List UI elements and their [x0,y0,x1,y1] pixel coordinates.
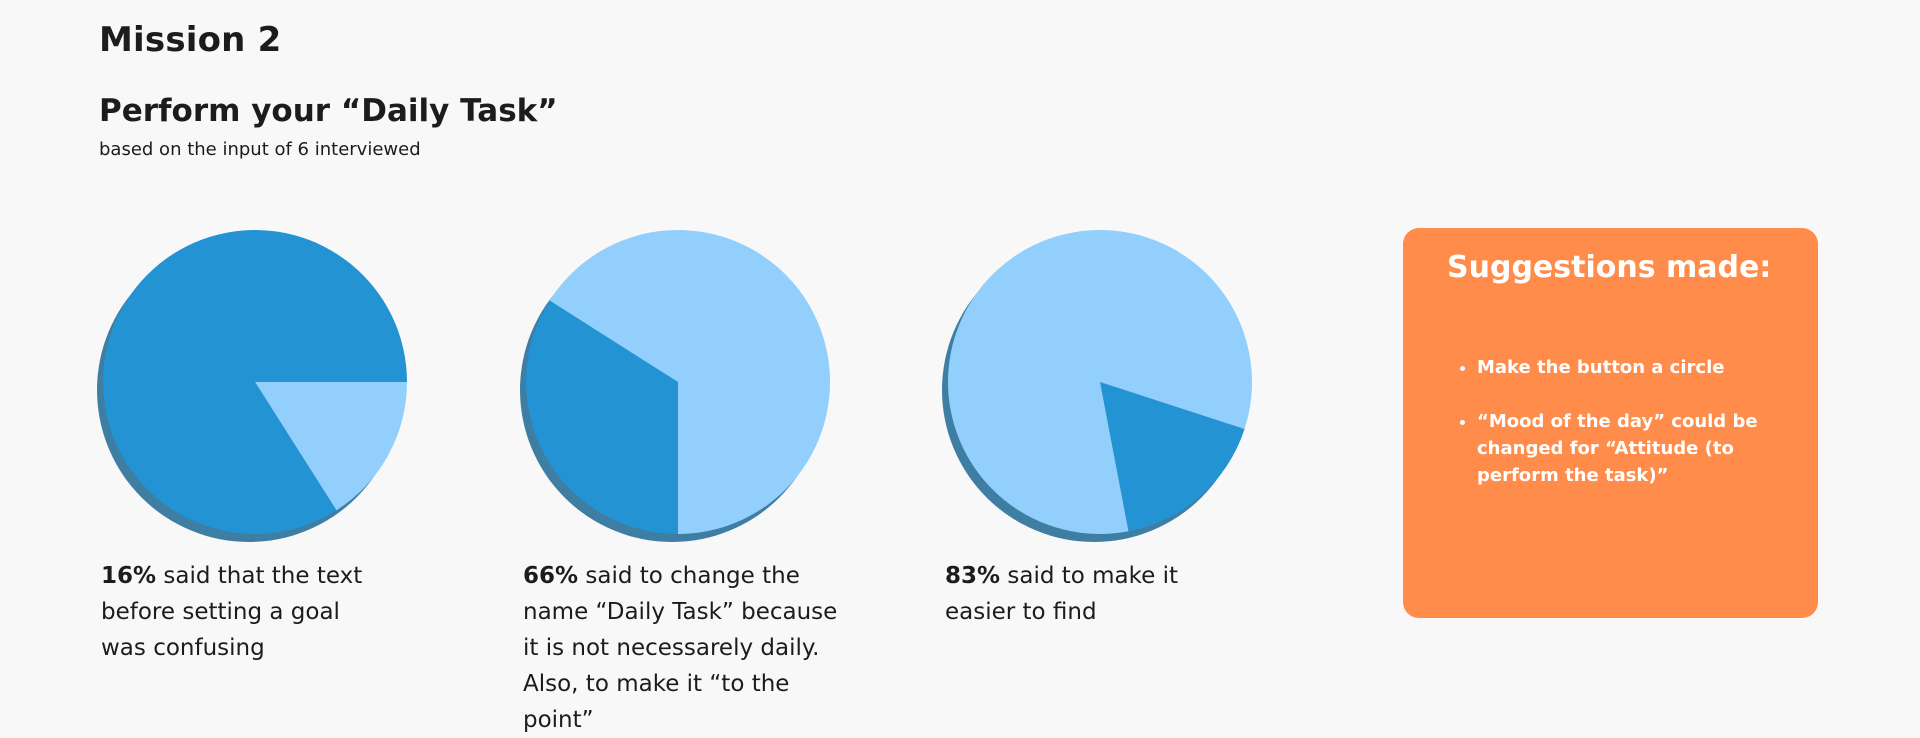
percent-label: 83% [945,563,1001,589]
percent-label: 66% [523,563,579,589]
pie-chart-3 [942,229,1252,542]
description-text: said to change the name “Daily Task” bec… [523,563,838,733]
pie-slice-2 [948,229,1252,534]
subtitle: based on the input of 6 interviewed [99,139,421,160]
suggestions-list: Make the button a circle “Mood of the da… [1447,354,1807,516]
description-text: said that the text before setting a goal… [101,563,363,661]
pie-slice-2 [103,229,408,534]
pie-description-1: 16% said that the text before setting a … [101,558,391,666]
percent-label: 16% [101,563,157,589]
description-text: said to make it easier to find [945,563,1179,625]
suggestion-item: Make the button a circle [1477,354,1807,381]
suggestion-item: “Mood of the day” could be changed for “… [1477,408,1807,489]
pie-description-2: 66% said to change the name “Daily Task”… [523,558,848,738]
section-title: Perform your “Daily Task” [99,93,558,129]
pie-slice-1 [1100,382,1245,532]
mission-title: Mission 2 [99,20,282,60]
pie-description-3: 83% said to make it easier to find [945,558,1245,630]
pie-chart-2 [520,230,830,542]
pie-slice-1 [255,382,407,511]
pie-slice-1 [526,300,678,534]
pie-chart-1 [97,229,408,542]
suggestions-card: Suggestions made: Make the button a circ… [1403,228,1818,618]
suggestions-title: Suggestions made: [1447,250,1772,285]
pie-slice-2 [549,230,830,534]
